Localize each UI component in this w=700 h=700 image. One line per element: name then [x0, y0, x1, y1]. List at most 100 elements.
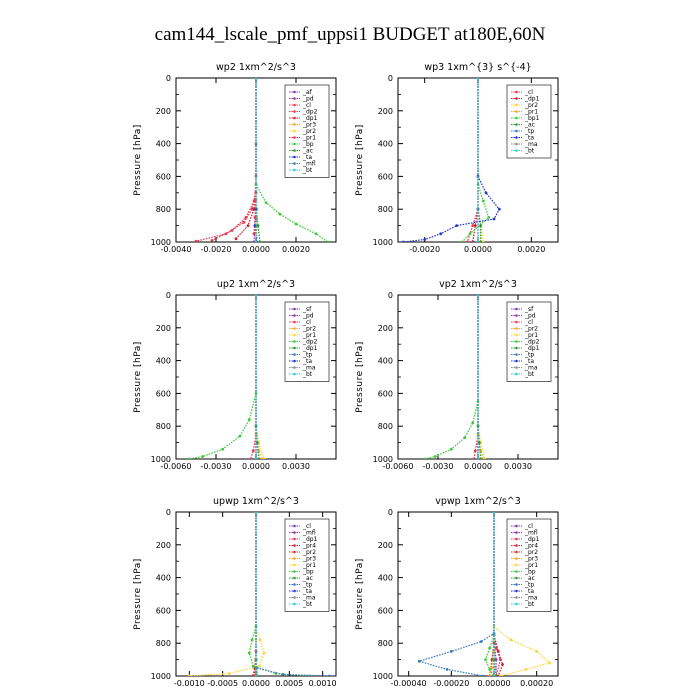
x-tick-label: -0.0030: [201, 462, 232, 471]
legend-marker: [515, 136, 518, 139]
series-point-9: [256, 224, 260, 228]
legend-label: _pr2: [524, 326, 538, 333]
y-tick-label: 600: [156, 172, 171, 181]
x-tick-label: 0.0005: [275, 679, 303, 688]
series-point-3: [230, 229, 234, 232]
legend-marker: [293, 340, 296, 343]
legend-label: _bp: [302, 141, 314, 148]
legend-marker: [515, 557, 518, 560]
legend-label: _bt: [302, 167, 313, 174]
series-point-12: [254, 674, 258, 676]
legend-marker: [515, 537, 518, 541]
y-tick-label: 0: [388, 508, 393, 517]
legend-label: _ta: [302, 358, 312, 365]
legend-marker: [293, 129, 296, 133]
legend-label: _pr1: [524, 109, 538, 116]
legend-marker: [515, 602, 518, 606]
legend-label: _pr4: [524, 543, 538, 550]
series-point-7: [423, 238, 427, 241]
legend-marker: [515, 314, 518, 317]
series-point-3: [501, 663, 504, 666]
series-line-4: [461, 78, 490, 242]
series-point-5: [423, 457, 427, 459]
series-group: [401, 78, 501, 242]
legend-label: _ac: [524, 122, 535, 129]
legend-marker: [515, 366, 518, 369]
legend-label: _pr1: [302, 562, 316, 569]
series-point-2: [472, 457, 476, 459]
series-point-5: [463, 436, 467, 440]
legend-label: _pr3: [302, 122, 316, 129]
series-point-7: [250, 638, 254, 642]
legend-marker: [515, 149, 518, 152]
series-point-2: [194, 239, 198, 242]
legend-marker: [515, 372, 518, 376]
series-point-4: [487, 216, 491, 219]
x-tick-label: -0.0030: [423, 462, 454, 471]
series-point-4: [460, 240, 464, 242]
series-group: [423, 295, 487, 459]
legend-label: _tp: [524, 582, 534, 589]
legend-marker: [515, 340, 518, 343]
legend-label: _dp1: [302, 115, 318, 122]
x-tick-label: -0.0060: [161, 462, 192, 471]
panel-title: vpwp 1xm^2/s^3: [435, 496, 521, 507]
x-tick-label: -0.0020: [409, 245, 440, 254]
legend-label: _cl: [524, 319, 533, 326]
series-line-3: [255, 295, 262, 459]
y-tick-label: 600: [378, 389, 393, 398]
y-axis-label: Pressure [hPa]: [133, 558, 143, 630]
series-point-3: [259, 457, 263, 459]
legend-label: _pr2: [524, 549, 538, 556]
legend-label: _pr1: [302, 332, 316, 339]
legend-marker: [293, 602, 296, 606]
y-tick-label: 400: [378, 140, 393, 149]
series-point-12: [254, 78, 258, 80]
y-tick-label: 800: [378, 422, 393, 431]
series-point-5: [238, 434, 242, 438]
series-point-0: [471, 224, 475, 228]
legend-label: _mfl: [524, 530, 538, 537]
y-tick-label: 200: [156, 541, 171, 550]
series-point-5: [433, 455, 437, 458]
legend-marker: [515, 589, 518, 593]
panel-6: vpwp 1xm^2/s^3 Pressure [hPa] 0 200 400 600 80…: [355, 496, 559, 688]
legend: _cl_mfl_dp1_pr4_pr2_pr3_pr1_bp_ac_tp_ta_…: [506, 518, 552, 612]
series-point-6: [479, 457, 483, 459]
y-tick-label: 0: [166, 508, 171, 517]
series-point-2: [254, 650, 258, 653]
series-point-9: [476, 240, 480, 242]
series-point-2: [481, 240, 485, 242]
series-point-4: [483, 457, 487, 459]
series-point-1: [473, 224, 477, 228]
legend-marker: [293, 353, 296, 356]
series-point-9: [281, 673, 285, 676]
legend-label: _mfl: [302, 161, 316, 168]
series-point-6: [257, 664, 261, 668]
x-tick-label: 0.0000: [464, 245, 492, 254]
legend-label: _ta: [302, 588, 312, 595]
legend-label: _ac: [302, 575, 313, 582]
x-tick-label: 0.0030: [282, 462, 310, 471]
series-point-12: [254, 512, 258, 514]
series-point-3: [496, 650, 500, 653]
legend-marker: [293, 162, 296, 165]
y-tick-label: 800: [378, 639, 393, 648]
series-point-4: [492, 641, 496, 645]
panel-2: wp3 1xm^{3} s^{-4} Pressure [hPa] 0 200 400 6…: [355, 62, 559, 254]
y-tick-label: 0: [388, 291, 393, 300]
legend-marker: [293, 103, 296, 107]
legend-marker: [515, 531, 518, 534]
legend-label: _pr3: [524, 556, 538, 563]
series-group: [187, 295, 266, 459]
legend: _cl_mfl_dp1_pr4_pr2_pr3_pr1_bp_ac_tp_ta_…: [284, 518, 330, 612]
y-tick-label: 400: [156, 140, 171, 149]
legend: _sf_pd_cl_pr2_pr1_dp2_dp1_tp_ta_ma_bt: [506, 301, 552, 382]
legend: _cl_dp1_pr2_pr1_bp1_ac_tp_ta_ma_bt: [506, 84, 552, 159]
series-point-4: [234, 237, 238, 241]
series-point-7: [484, 658, 487, 661]
legend-label: _ta: [302, 154, 312, 161]
series-point-0: [465, 240, 469, 242]
series-point-5: [479, 224, 483, 228]
